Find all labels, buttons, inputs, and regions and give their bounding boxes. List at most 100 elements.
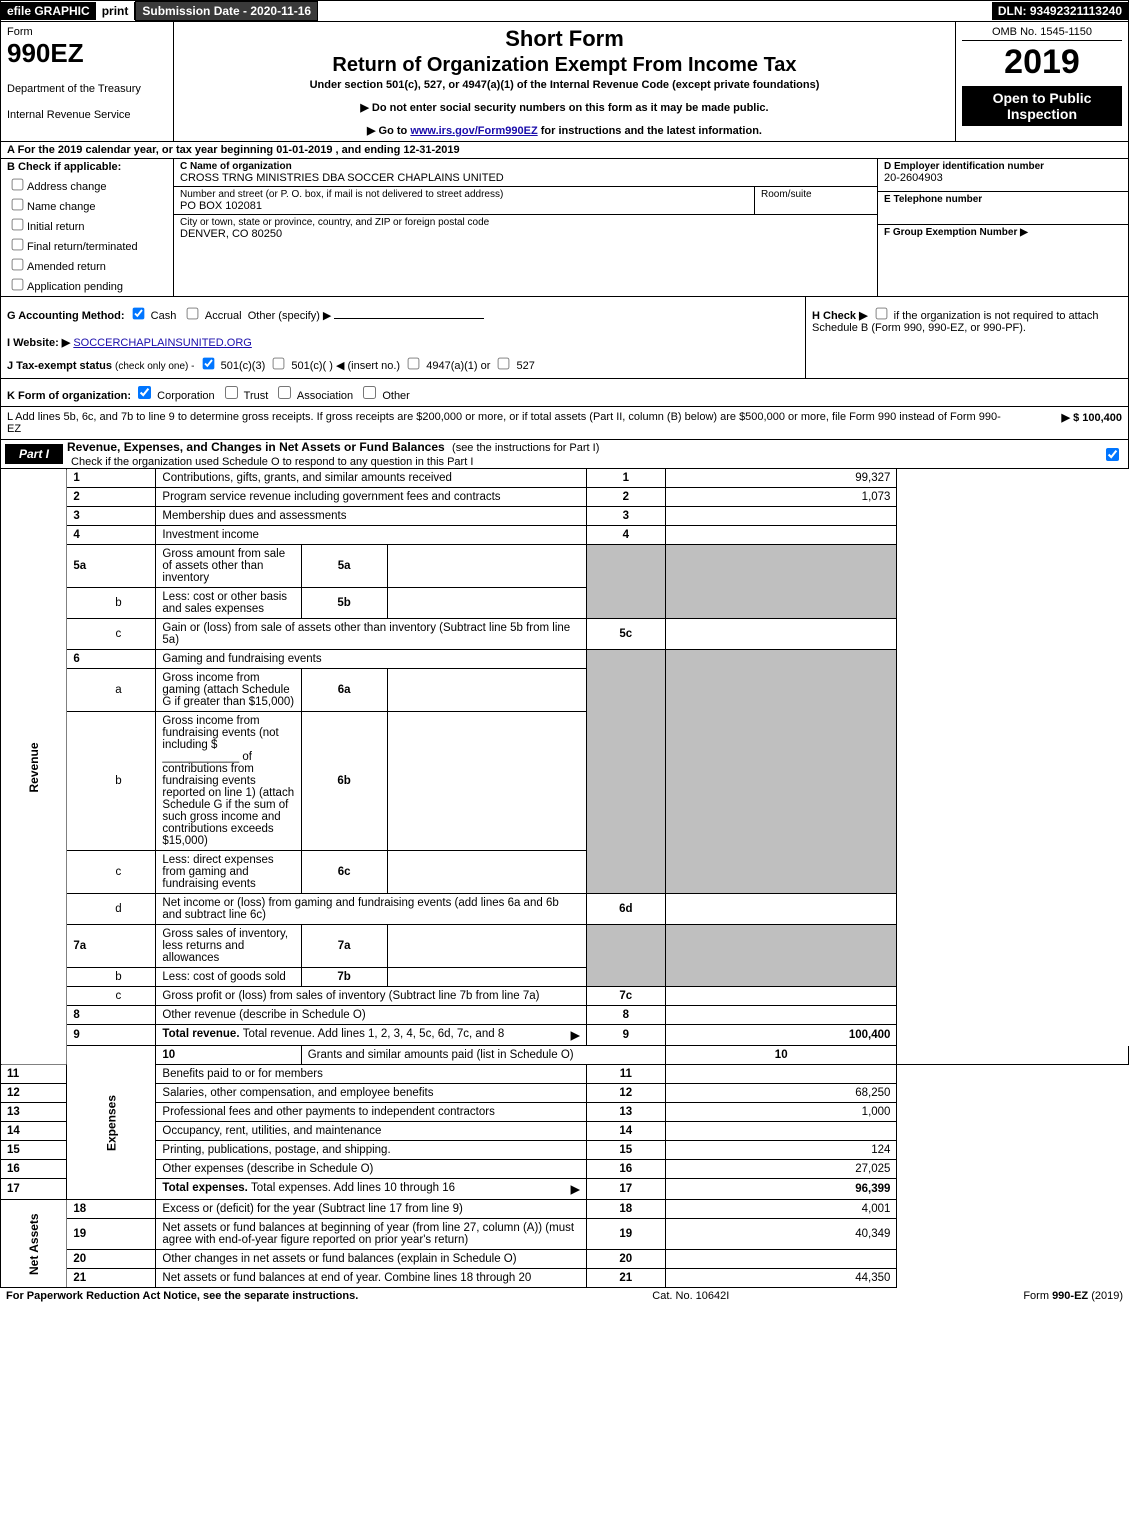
submission-date: Submission Date - 2020-11-16 [135, 1, 318, 21]
chk-assoc[interactable] [278, 386, 291, 399]
chk-assoc-label: Association [297, 390, 353, 402]
chk-amended[interactable]: Amended return [7, 254, 167, 273]
line-6c-inval [387, 851, 586, 894]
line-6c-inbox: 6c [301, 851, 387, 894]
chk-corp-label: Corporation [157, 390, 214, 402]
chk-application[interactable]: Application pending [7, 274, 167, 293]
line-21-desc: Net assets or fund balances at end of ye… [156, 1269, 586, 1288]
chk-name[interactable]: Name change [7, 194, 167, 213]
line-18-amt: 4,001 [665, 1200, 897, 1219]
grey-7 [586, 925, 665, 987]
line-6a: a Gross income from gaming (attach Sched… [1, 669, 1129, 712]
line-5a-num: 5a [67, 545, 156, 588]
line-6c: c Less: direct expenses from gaming and … [1, 851, 1129, 894]
chk-initial-label: Initial return [27, 221, 84, 233]
line-16-amt: 27,025 [665, 1160, 897, 1179]
line-3-amt [665, 507, 897, 526]
line-12: 12 Salaries, other compensation, and emp… [1, 1084, 1129, 1103]
line-1-amt: 99,327 [665, 469, 897, 488]
chk-other[interactable] [363, 386, 376, 399]
j-sub: (check only one) - [115, 361, 194, 372]
line-3-desc: Membership dues and assessments [156, 507, 586, 526]
line-17-box: 17 [586, 1179, 665, 1200]
line-5b-inval [387, 588, 586, 619]
line-7c: c Gross profit or (loss) from sales of i… [1, 987, 1129, 1006]
line-2-box: 2 [586, 488, 665, 507]
website-link[interactable]: SOCCERCHAPLAINSUNITED.ORG [73, 337, 251, 349]
line-4: 4 Investment income 4 [1, 526, 1129, 545]
i-label: I Website: ▶ [7, 337, 70, 349]
line-7c-box: 7c [586, 987, 665, 1006]
line-5a-desc: Gross amount from sale of assets other t… [156, 545, 301, 588]
chk-final[interactable]: Final return/terminated [7, 234, 167, 253]
spacer [318, 9, 992, 13]
line-16-num: 16 [1, 1160, 67, 1179]
line-19-amt: 40,349 [665, 1219, 897, 1250]
line-9-amt: 100,400 [665, 1025, 897, 1046]
line-6c-desc: Less: direct expenses from gaming and fu… [156, 851, 301, 894]
chk-527[interactable] [498, 358, 510, 370]
group-box: F Group Exemption Number ▶ [878, 225, 1128, 257]
line-12-amt: 68,250 [665, 1084, 897, 1103]
line-15: 15 Printing, publications, postage, and … [1, 1141, 1129, 1160]
chk-cash[interactable] [132, 308, 144, 320]
line-6b-inval [387, 712, 586, 851]
line-5a-inval [387, 545, 586, 588]
chk-address[interactable]: Address change [7, 174, 167, 193]
lines-table: Revenue 1 Contributions, gifts, grants, … [0, 469, 1129, 1288]
row-k: K Form of organization: Corporation Trus… [0, 379, 1129, 407]
line-17-amt: 96,399 [665, 1179, 897, 1200]
g-other-label: Other (specify) ▶ [248, 310, 332, 322]
line-19-desc: Net assets or fund balances at beginning… [156, 1219, 586, 1250]
line-14-amt [665, 1122, 897, 1141]
org-name-value: CROSS TRNG MINISTRIES DBA SOCCER CHAPLAI… [180, 172, 871, 184]
line-20-box: 20 [586, 1250, 665, 1269]
line-5b: b Less: cost or other basis and sales ex… [1, 588, 1129, 619]
part1-title: Revenue, Expenses, and Changes in Net As… [67, 440, 445, 454]
line-11-box: 11 [586, 1065, 665, 1084]
omb-number: OMB No. 1545-1150 [962, 26, 1122, 41]
footer-right-pre: Form [1023, 1290, 1052, 1302]
chk-501c[interactable] [273, 358, 285, 370]
header-right: OMB No. 1545-1150 2019 Open to Public In… [956, 22, 1128, 141]
line-10-box: 10 [665, 1046, 897, 1065]
line-4-box: 4 [586, 526, 665, 545]
chk-amended-label: Amended return [27, 261, 106, 273]
line-2-amt: 1,073 [665, 488, 897, 507]
chk-accrual[interactable] [187, 308, 199, 320]
bullet-ssn: ▶ Do not enter social security numbers o… [180, 101, 949, 114]
ein-box: D Employer identification number 20-2604… [878, 159, 1128, 192]
j-label: J Tax-exempt status [7, 360, 112, 372]
line-8-desc: Other revenue (describe in Schedule O) [156, 1006, 586, 1025]
footer: For Paperwork Reduction Act Notice, see … [0, 1288, 1129, 1304]
chk-corp[interactable] [138, 386, 151, 399]
grey-6 [586, 650, 665, 894]
part1-header: Part I Revenue, Expenses, and Changes in… [0, 440, 1129, 469]
line-18: Net Assets 18 Excess or (deficit) for th… [1, 1200, 1129, 1219]
line-2-num: 2 [67, 488, 156, 507]
line-8: 8 Other revenue (describe in Schedule O)… [1, 1006, 1129, 1025]
print-button[interactable]: print [96, 2, 136, 20]
part1-check[interactable] [1102, 445, 1128, 464]
ein-value: 20-2604903 [884, 172, 1122, 184]
footer-cat: Cat. No. 10642I [652, 1290, 729, 1302]
line-9-bold: Total revenue. [162, 1028, 239, 1040]
line-8-box: 8 [586, 1006, 665, 1025]
line-1-num: 1 [67, 469, 156, 488]
gh-right: H Check ▶ if the organization is not req… [805, 297, 1128, 378]
grey-7-amt [665, 925, 897, 987]
chk-4947[interactable] [408, 358, 420, 370]
chk-h[interactable] [875, 308, 887, 320]
chk-501c3[interactable] [202, 358, 214, 370]
k-label: K Form of organization: [7, 390, 131, 402]
chk-trust[interactable] [225, 386, 238, 399]
irs-link[interactable]: www.irs.gov/Form990EZ [410, 125, 537, 137]
line-16: 16 Other expenses (describe in Schedule … [1, 1160, 1129, 1179]
header-center: Short Form Return of Organization Exempt… [174, 22, 956, 141]
line-6b: b Gross income from fundraising events (… [1, 712, 1129, 851]
line-17-num: 17 [1, 1179, 67, 1200]
line-13-box: 13 [586, 1103, 665, 1122]
line-15-amt: 124 [665, 1141, 897, 1160]
line-2-desc: Program service revenue including govern… [156, 488, 586, 507]
chk-initial[interactable]: Initial return [7, 214, 167, 233]
